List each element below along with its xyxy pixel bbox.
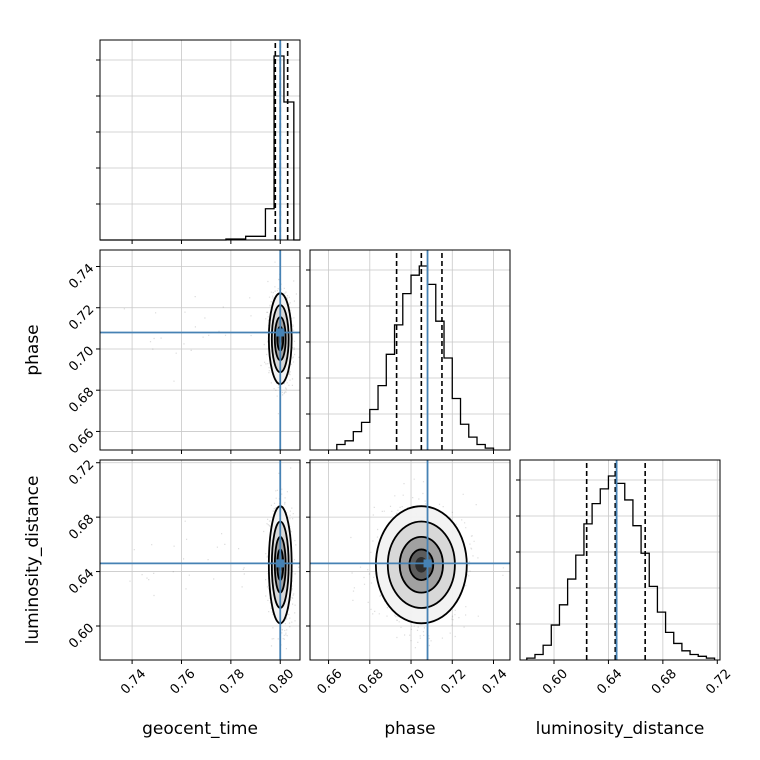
xtick-label-geocent_time-1: 0.76: [167, 666, 198, 697]
xtick-label-luminosity_distance-2: 0.68: [649, 666, 680, 697]
xtick-label-geocent_time-0: 0.74: [118, 666, 149, 697]
xlabel-phase: phase: [384, 719, 435, 739]
xtick-label-phase-4: 0.74: [479, 666, 510, 697]
histogram-phase: [336, 265, 495, 450]
panel-frame-1-1: [309, 249, 511, 451]
xlabel-geocent-time: geocent_time: [142, 719, 258, 739]
panel-frame-0-0: [99, 39, 301, 241]
xtick-label-phase-2: 0.70: [397, 666, 428, 697]
contour-phase-vs-luminosity_distance-1: [386, 520, 456, 609]
truth-marker-geocent_time-vs-luminosity_distance: [276, 559, 285, 568]
frame-layer: [99, 39, 721, 661]
truth-layer: [100, 40, 618, 660]
contour-phase-vs-luminosity_distance-3: [408, 548, 435, 582]
ytick-label-luminosity_distance-0: 0.60: [66, 621, 97, 652]
xtick-label-luminosity_distance-0: 0.60: [540, 666, 571, 697]
ytick-label-phase-2: 0.70: [66, 344, 97, 375]
density-panel-geocent_time-vs-phase: [123, 261, 300, 415]
xtick-label-phase-3: 0.72: [438, 666, 469, 697]
ytick-label-phase-1: 0.68: [66, 385, 97, 416]
xtick-label-geocent_time-2: 0.78: [217, 666, 248, 697]
ytick-label-luminosity_distance-1: 0.64: [66, 566, 97, 597]
ytick-label-luminosity_distance-3: 0.72: [66, 457, 97, 488]
scatter-outliers-geocent_time-vs-luminosity_distance: [129, 520, 245, 597]
panel-frame-2-1: [309, 459, 511, 661]
histogram-layer: [100, 55, 716, 660]
quantile-layer: [274, 43, 646, 660]
scatter-outliers-geocent_time-vs-phase: [123, 296, 269, 382]
contour-phase-vs-luminosity_distance-0: [374, 505, 468, 625]
contour-phase-vs-luminosity_distance-2: [398, 535, 444, 594]
density-layer: [123, 261, 504, 660]
panel-frame-1-0: [99, 249, 301, 451]
truth-marker-phase-vs-luminosity_distance: [423, 559, 432, 568]
xtick-label-luminosity_distance-1: 0.64: [594, 666, 625, 697]
density-panel-geocent_time-vs-luminosity_distance: [129, 467, 300, 660]
panel-frame-2-0: [99, 459, 301, 661]
ytick-label-phase-3: 0.72: [66, 302, 97, 333]
truth-marker-geocent_time-vs-phase: [276, 328, 285, 337]
ylabel-luminosity-distance: luminosity_distance: [23, 476, 43, 645]
xtick-label-luminosity_distance-3: 0.72: [703, 666, 734, 697]
ytick-label-phase-4: 0.74: [66, 261, 97, 292]
ytick-label-luminosity_distance-2: 0.68: [66, 512, 97, 543]
xlabel-luminosity-distance: luminosity_distance: [536, 719, 705, 739]
histogram-luminosity_distance: [526, 475, 716, 660]
panel-frame-2-2: [519, 459, 721, 661]
xtick-label-phase-0: 0.66: [315, 666, 346, 697]
xtick-label-phase-1: 0.68: [356, 666, 387, 697]
ytick-label-phase-0: 0.66: [66, 426, 97, 457]
xtick-label-geocent_time-3: 0.80: [266, 666, 297, 697]
histogram-geocent_time: [100, 55, 300, 241]
ylabel-phase: phase: [23, 324, 43, 375]
